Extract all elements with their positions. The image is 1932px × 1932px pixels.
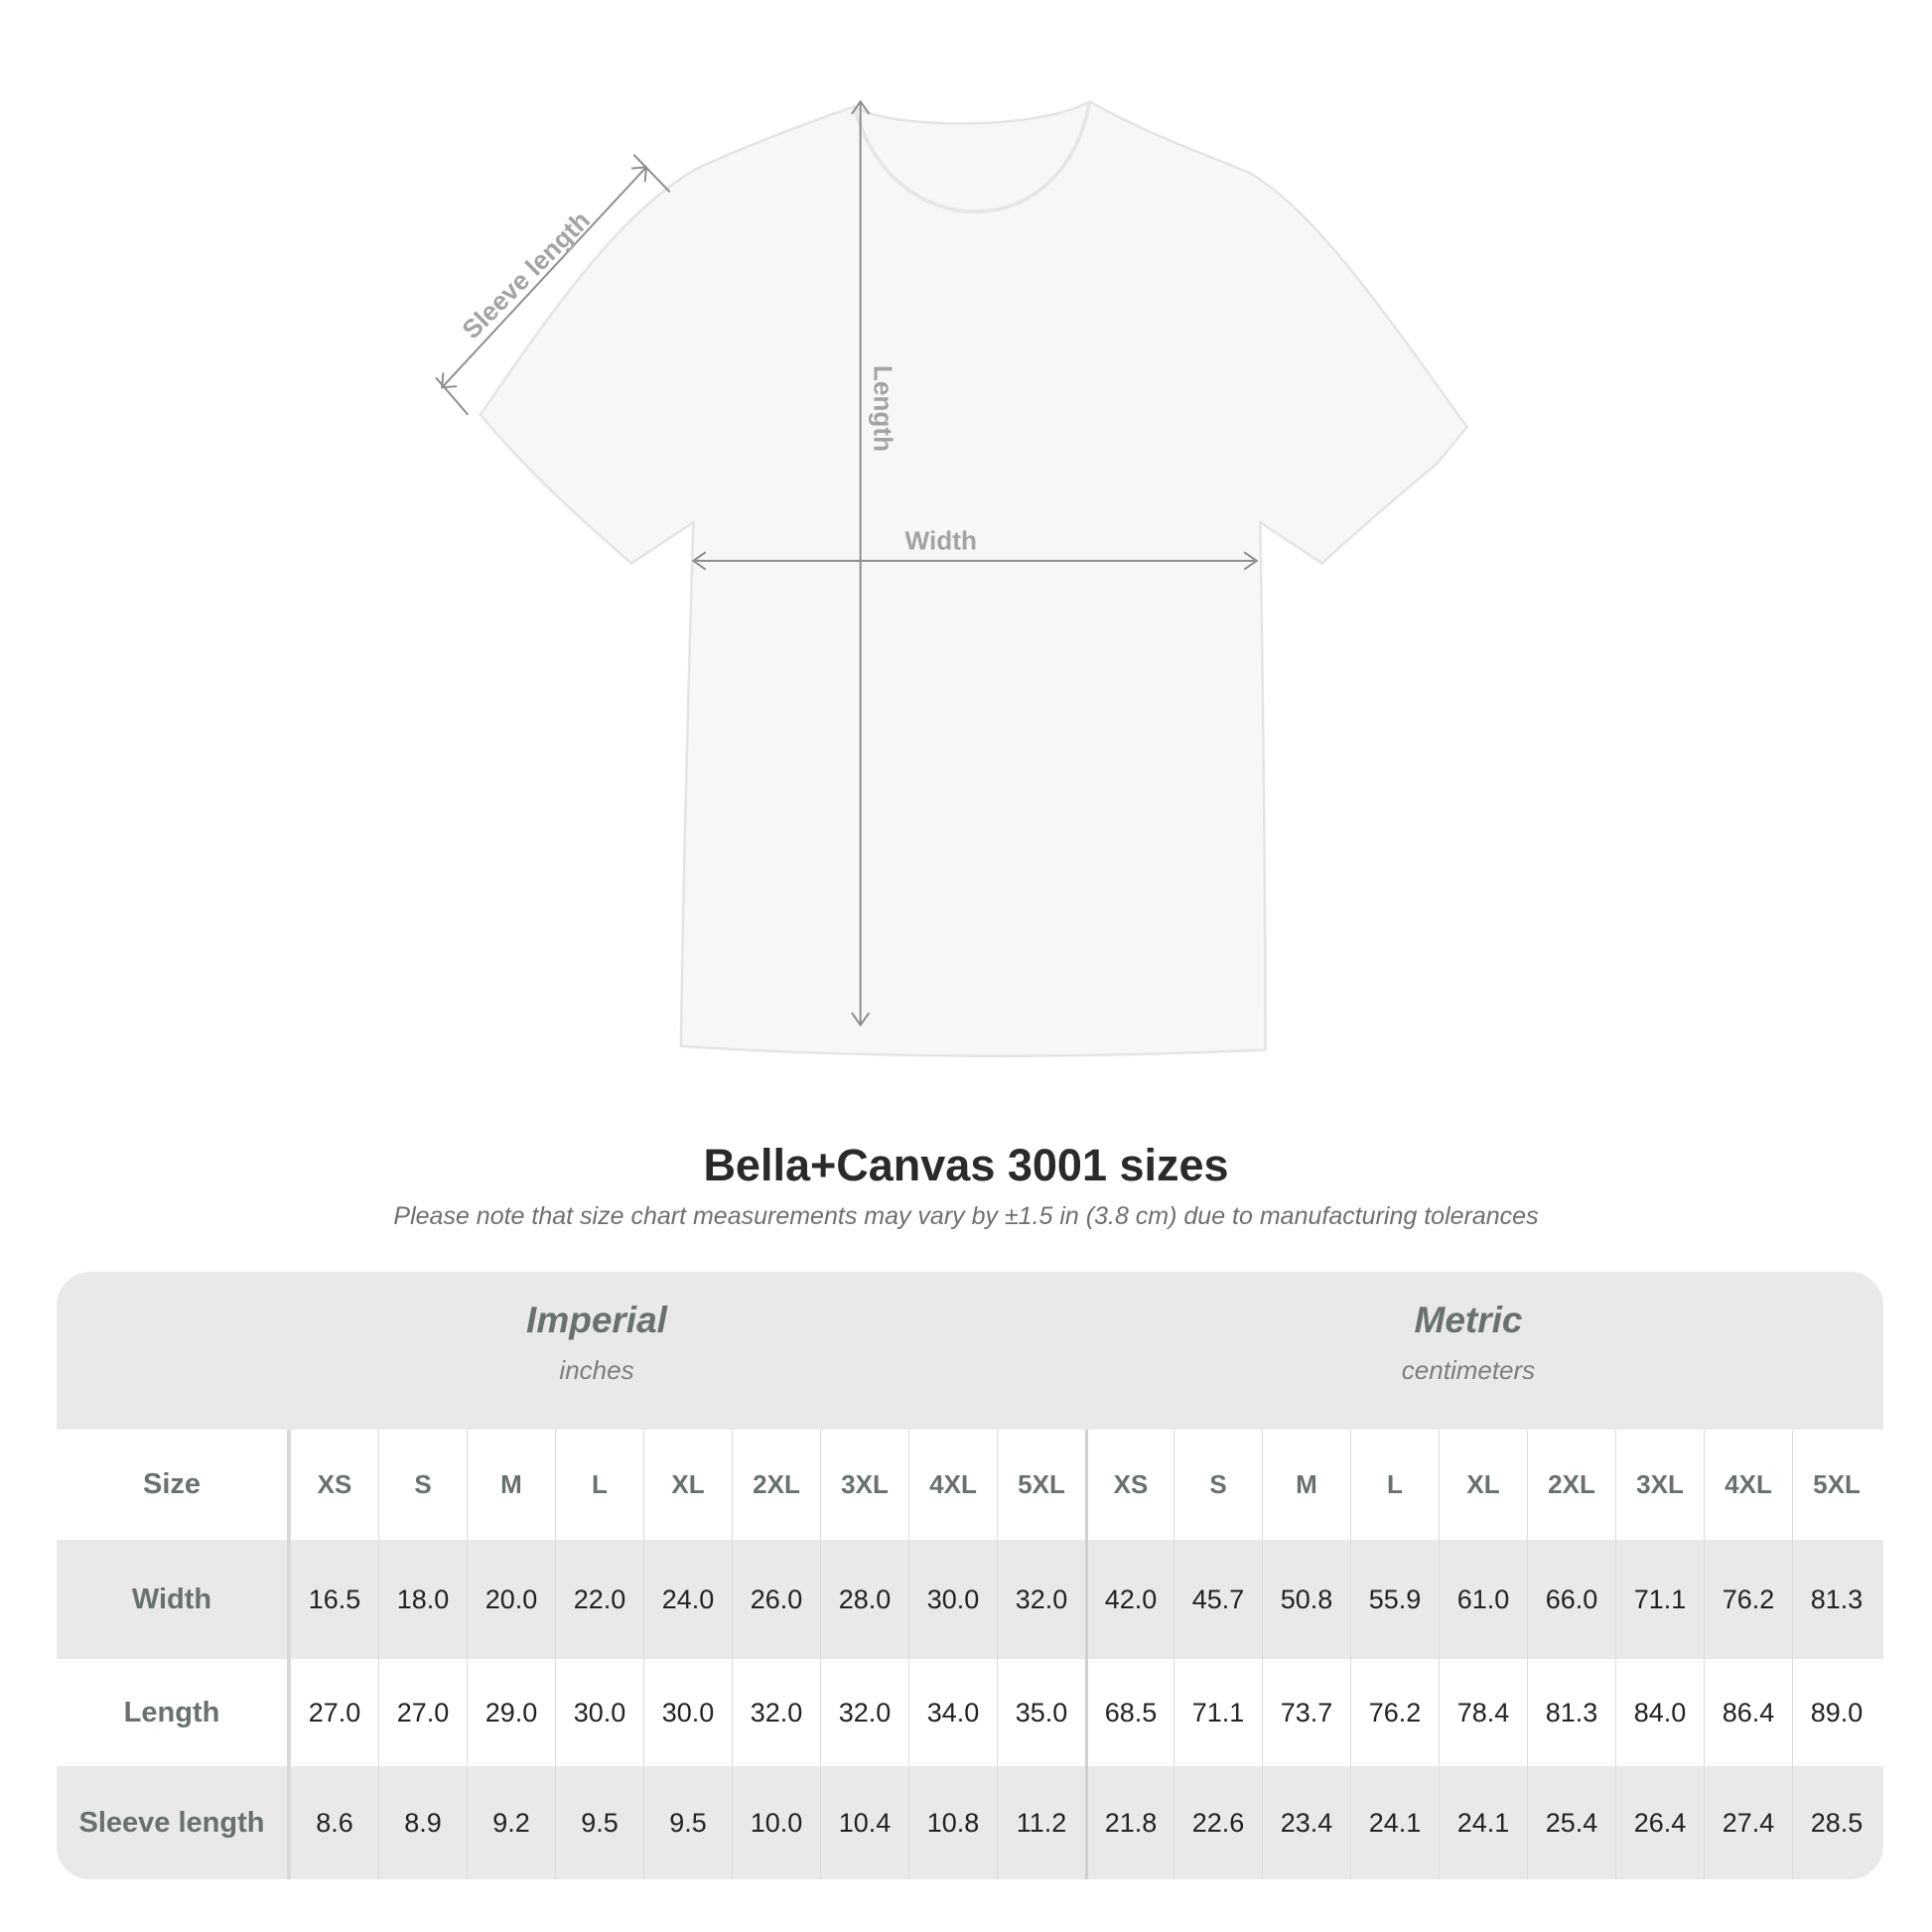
chart-title: Bella+Canvas 3001 sizes — [703, 1140, 1229, 1190]
metric-value-cell: 78.4 — [1439, 1659, 1527, 1766]
sleeve-arrow — [441, 166, 647, 388]
row-label: Length — [57, 1659, 290, 1766]
table-row: Sleeve length 8.6 8.9 9.2 9.5 9.5 10.0 10.4 10.8… — [57, 1766, 1883, 1879]
imperial-value-cell: 16.5 — [290, 1540, 378, 1659]
imperial-value-cell: 22.0 — [555, 1540, 643, 1659]
metric-value-cell: 76.2 — [1704, 1540, 1792, 1659]
metric-value-cell: 68.5 — [1085, 1659, 1173, 1766]
imperial-value-cell: 30.0 — [908, 1540, 997, 1659]
metric-size-4XL: 4XL — [1704, 1430, 1792, 1540]
metric-size-3XL: 3XL — [1615, 1430, 1704, 1540]
imperial-value-cell: 10.8 — [908, 1766, 997, 1879]
metric-unit: centimeters — [1401, 1355, 1536, 1385]
imperial-size-2XL: 2XL — [732, 1430, 820, 1540]
imperial-value-cell: 8.6 — [290, 1766, 378, 1879]
table-row: Length 27.0 27.0 29.0 30.0 30.0 32.0 32.0 34.0 35… — [57, 1659, 1883, 1766]
metric-size-L: L — [1350, 1430, 1439, 1540]
metric-title: Metric — [1414, 1300, 1523, 1340]
imperial-size-S: S — [378, 1430, 467, 1540]
collar — [852, 100, 1092, 214]
imperial-size-L: L — [555, 1430, 643, 1540]
imperial-size-XS: XS — [290, 1430, 378, 1540]
metric-value-cell: 22.6 — [1173, 1766, 1262, 1879]
tshirt-diagram: Sleeve length Length Width — [435, 99, 1469, 1057]
row-label: Sleeve length — [57, 1766, 290, 1879]
imperial-size-XL: XL — [643, 1430, 732, 1540]
metric-value-cell: 71.1 — [1173, 1659, 1262, 1766]
imperial-value-cell: 10.4 — [820, 1766, 908, 1879]
imperial-value-cell: 9.2 — [467, 1766, 555, 1879]
metric-value-cell: 71.1 — [1615, 1540, 1704, 1659]
metric-value-cell: 84.0 — [1615, 1659, 1704, 1766]
metric-value-cell: 24.1 — [1439, 1766, 1527, 1879]
metric-value-cell: 81.3 — [1792, 1540, 1880, 1659]
imperial-unit: inches — [559, 1355, 634, 1385]
imperial-title: Imperial — [526, 1300, 667, 1340]
metric-size-5XL: 5XL — [1792, 1430, 1880, 1540]
width-label: Width — [905, 526, 977, 556]
metric-value-cell: 23.4 — [1262, 1766, 1350, 1879]
table-row: Width 16.5 18.0 20.0 22.0 24.0 26.0 28.0 30.0 32.… — [57, 1540, 1883, 1659]
imperial-value-cell: 32.0 — [732, 1659, 820, 1766]
metric-value-cell: 50.8 — [1262, 1540, 1350, 1659]
size-grid: Size XS S M L XL 2XL 3XL 4XL 5XL XS S M L XL 2XL 3XL 4XL 5… — [57, 1430, 1883, 1879]
metric-value-cell: 26.4 — [1615, 1766, 1704, 1879]
metric-header: Metric centimeters — [1171, 1300, 1766, 1386]
imperial-value-cell: 34.0 — [908, 1659, 997, 1766]
tshirt-illustration — [479, 99, 1469, 1057]
row-label: Width — [57, 1540, 290, 1659]
metric-size-M: M — [1262, 1430, 1350, 1540]
imperial-value-cell: 18.0 — [378, 1540, 467, 1659]
imperial-value-cell: 11.2 — [997, 1766, 1085, 1879]
tolerance-note: Please note that size chart measurements… — [393, 1202, 1539, 1230]
imperial-value-cell: 9.5 — [555, 1766, 643, 1879]
imperial-value-cell: 27.0 — [378, 1659, 467, 1766]
imperial-value-cell: 30.0 — [555, 1659, 643, 1766]
metric-value-cell: 24.1 — [1350, 1766, 1439, 1879]
length-label: Length — [868, 365, 897, 452]
metric-value-cell: 42.0 — [1085, 1540, 1173, 1659]
imperial-size-5XL: 5XL — [997, 1430, 1085, 1540]
metric-value-cell: 66.0 — [1527, 1540, 1615, 1659]
metric-size-XL: XL — [1439, 1430, 1527, 1540]
size-header-row: Size XS S M L XL 2XL 3XL 4XL 5XL XS S M L XL 2XL 3XL 4XL 5… — [57, 1430, 1883, 1540]
imperial-value-cell: 32.0 — [997, 1540, 1085, 1659]
size-label: Size — [57, 1430, 290, 1540]
metric-value-cell: 76.2 — [1350, 1659, 1439, 1766]
imperial-value-cell: 35.0 — [997, 1659, 1085, 1766]
metric-value-cell: 73.7 — [1262, 1659, 1350, 1766]
imperial-value-cell: 30.0 — [643, 1659, 732, 1766]
imperial-value-cell: 9.5 — [643, 1766, 732, 1879]
imperial-value-cell: 24.0 — [643, 1540, 732, 1659]
imperial-header: Imperial inches — [299, 1300, 895, 1386]
imperial-value-cell: 10.0 — [732, 1766, 820, 1879]
size-table: Imperial inches Metric centimeters Size X… — [57, 1272, 1883, 1879]
metric-size-XS: XS — [1085, 1430, 1173, 1540]
metric-value-cell: 89.0 — [1792, 1659, 1880, 1766]
imperial-value-cell: 26.0 — [732, 1540, 820, 1659]
imperial-size-M: M — [467, 1430, 555, 1540]
metric-value-cell: 81.3 — [1527, 1659, 1615, 1766]
imperial-size-3XL: 3XL — [820, 1430, 908, 1540]
imperial-value-cell: 8.9 — [378, 1766, 467, 1879]
metric-value-cell: 45.7 — [1173, 1540, 1262, 1659]
metric-value-cell: 28.5 — [1792, 1766, 1880, 1879]
metric-value-cell: 86.4 — [1704, 1659, 1792, 1766]
metric-size-2XL: 2XL — [1527, 1430, 1615, 1540]
metric-value-cell: 25.4 — [1527, 1766, 1615, 1879]
imperial-value-cell: 28.0 — [820, 1540, 908, 1659]
metric-value-cell: 21.8 — [1085, 1766, 1173, 1879]
imperial-value-cell: 29.0 — [467, 1659, 555, 1766]
imperial-value-cell: 20.0 — [467, 1540, 555, 1659]
imperial-size-4XL: 4XL — [908, 1430, 997, 1540]
metric-value-cell: 27.4 — [1704, 1766, 1792, 1879]
imperial-value-cell: 27.0 — [290, 1659, 378, 1766]
metric-size-S: S — [1173, 1430, 1262, 1540]
metric-value-cell: 61.0 — [1439, 1540, 1527, 1659]
metric-value-cell: 55.9 — [1350, 1540, 1439, 1659]
imperial-value-cell: 32.0 — [820, 1659, 908, 1766]
